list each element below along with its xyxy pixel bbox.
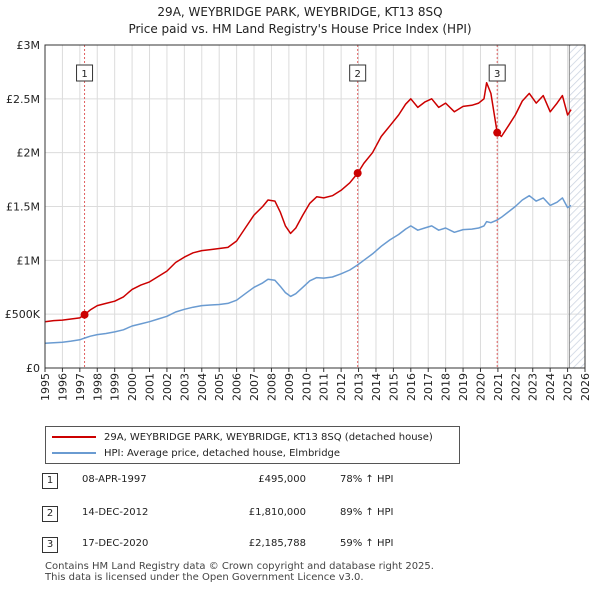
- sale-row: 2 14-DEC-2012 £1,810,000 89% ↑ HPI: [40, 504, 460, 524]
- x-tick-label: 2004: [196, 373, 209, 401]
- y-tick-label: £2.5M: [6, 93, 40, 106]
- x-tick-label: 2017: [422, 373, 435, 401]
- x-tick-label: 1995: [39, 373, 52, 401]
- x-tick-label: 1998: [91, 373, 104, 401]
- footer-line-1: Contains HM Land Registry data © Crown c…: [45, 561, 434, 572]
- sale-marker-box: [76, 64, 94, 82]
- sale-hpi-change: 89% ↑ HPI: [340, 507, 394, 518]
- x-tick-label: 2022: [509, 373, 522, 401]
- legend-item-property: 29A, WEYBRIDGE PARK, WEYBRIDGE, KT13 8SQ…: [52, 429, 433, 445]
- x-tick-label: 2024: [544, 373, 557, 401]
- sale-date: 08-APR-1997: [82, 474, 147, 485]
- sale-marker-label: 1: [81, 69, 87, 80]
- chart-title: 29A, WEYBRIDGE PARK, WEYBRIDGE, KT13 8SQ…: [0, 4, 600, 38]
- legend-hpi-label: HPI: Average price, detached house, Elmb…: [104, 447, 341, 459]
- sale-row: 3 17-DEC-2020 £2,185,788 59% ↑ HPI: [40, 535, 460, 555]
- x-tick-label: 2012: [335, 373, 348, 401]
- y-tick-label: £3M: [17, 39, 41, 52]
- x-tick-label: 2011: [318, 373, 331, 401]
- legend: 29A, WEYBRIDGE PARK, WEYBRIDGE, KT13 8SQ…: [45, 426, 460, 464]
- series-lines: [44, 81, 572, 344]
- property-price-line: [44, 81, 572, 323]
- x-tick-label: 2021: [492, 373, 505, 401]
- legend-item-hpi: HPI: Average price, detached house, Elmb…: [52, 445, 340, 461]
- x-tick-label: 1997: [74, 373, 87, 401]
- y-tick-labels: £0 £500K £1M £1.5M £2M £2.5M £3M: [5, 39, 41, 375]
- sale-points: [80, 128, 502, 319]
- forecast-hatch: [569, 45, 585, 368]
- sale-row: 1 08-APR-1997 £495,000 78% ↑ HPI: [40, 471, 460, 491]
- sale-point: [493, 128, 502, 137]
- legend-property-label: 29A, WEYBRIDGE PARK, WEYBRIDGE, KT13 8SQ…: [104, 431, 433, 443]
- sale-point: [80, 310, 89, 319]
- sale-number-badge: 3: [42, 537, 58, 553]
- grid-lines: [44, 44, 586, 369]
- x-tick-label: 2016: [405, 373, 418, 401]
- sale-marker-box: [488, 64, 506, 82]
- x-tick-label: 2008: [265, 373, 278, 401]
- x-tick-label: 2000: [126, 373, 139, 401]
- property-line-swatch: [52, 436, 96, 438]
- x-tick-label: 2025: [562, 373, 575, 401]
- x-tick-label: 2010: [300, 373, 313, 401]
- x-tick-label: 1999: [109, 373, 122, 401]
- sale-price: £1,810,000: [248, 507, 306, 518]
- sale-marker-box: [349, 64, 367, 82]
- x-tick-label: 2014: [370, 373, 383, 401]
- hpi-line-swatch: [52, 452, 96, 454]
- x-tick-label: 2013: [353, 373, 366, 401]
- x-tick-label: 2006: [231, 373, 244, 401]
- sale-price: £2,185,788: [248, 538, 306, 549]
- sale-date: 14-DEC-2012: [82, 507, 149, 518]
- sale-number-badge: 1: [42, 473, 58, 489]
- x-tick-label: 2020: [474, 373, 487, 401]
- y-tick-label: £2M: [17, 147, 41, 160]
- sale-number-markers: 1 2 3: [76, 64, 506, 82]
- x-tick-label: 2003: [178, 373, 191, 401]
- plot-frame: [44, 44, 586, 369]
- footer-attribution: Contains HM Land Registry data © Crown c…: [45, 561, 434, 583]
- sale-hpi-change: 78% ↑ HPI: [340, 474, 394, 485]
- axes: [44, 44, 586, 369]
- sale-marker-label: 2: [354, 69, 360, 80]
- y-tick-label: £500K: [5, 308, 41, 321]
- sale-number-badge: 2: [42, 506, 58, 522]
- x-tick-label: 2026: [579, 373, 592, 401]
- footer-line-2: This data is licensed under the Open Gov…: [45, 572, 364, 583]
- sale-hpi-change: 59% ↑ HPI: [340, 538, 394, 549]
- hpi-line: [44, 194, 572, 344]
- x-tick-label: 2009: [283, 373, 296, 401]
- x-tick-label: 2023: [527, 373, 540, 401]
- y-tick-label: £1M: [17, 254, 41, 267]
- x-tick-label: 2007: [248, 373, 261, 401]
- x-tick-label: 2015: [387, 373, 400, 401]
- y-tick-label: £1.5M: [6, 201, 40, 214]
- sale-price: £495,000: [258, 474, 306, 485]
- x-tick-label: 2018: [440, 373, 453, 401]
- sale-date: 17-DEC-2020: [82, 538, 149, 549]
- forecast-region: [568, 45, 585, 368]
- y-tick-label: £0: [26, 362, 40, 375]
- x-tick-labels: 1995 1996 1997 1998 1999 2000 2001 2002 2003 2004…: [39, 368, 592, 401]
- sale-point: [353, 169, 362, 178]
- x-tick-label: 2002: [161, 373, 174, 401]
- x-tick-label: 1996: [56, 373, 69, 401]
- x-tick-label: 2005: [213, 373, 226, 401]
- x-tick-label: 2019: [457, 373, 470, 401]
- title-line-2: Price paid vs. HM Land Registry's House …: [128, 22, 472, 36]
- sale-marker-label: 3: [494, 69, 500, 80]
- x-tick-label: 2001: [144, 373, 157, 401]
- title-line-1: 29A, WEYBRIDGE PARK, WEYBRIDGE, KT13 8SQ: [157, 5, 443, 19]
